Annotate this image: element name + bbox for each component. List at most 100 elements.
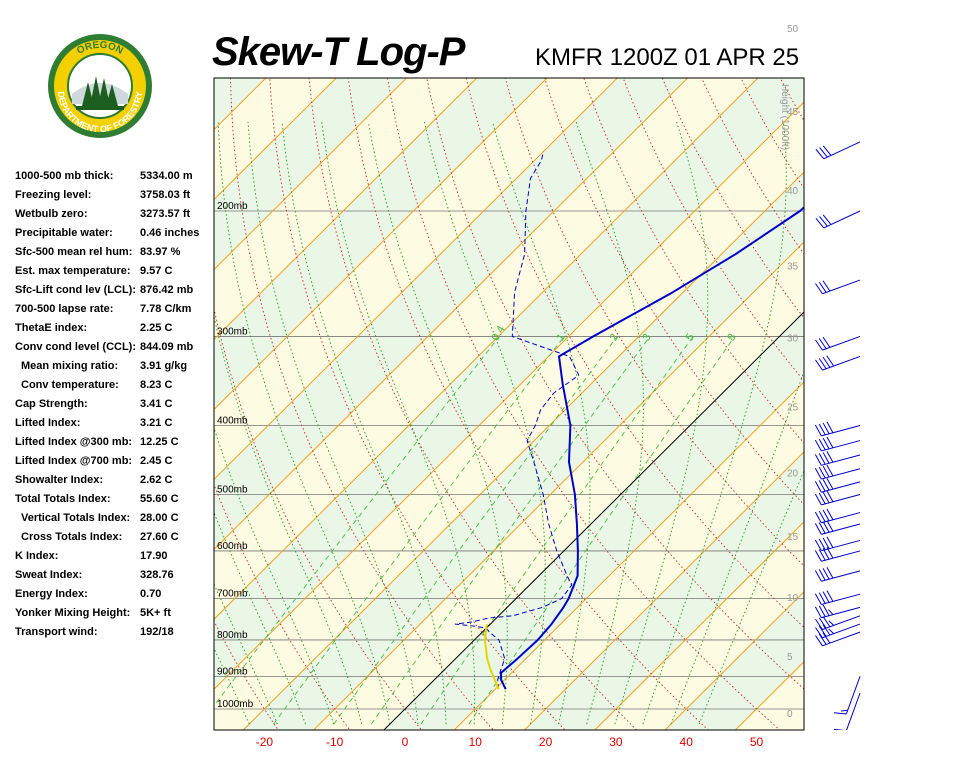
index-row: Wetbulb zero: 3273.57 ft [15, 206, 215, 225]
index-value: 328.76 [140, 569, 174, 581]
isotherm-bands [214, 78, 804, 730]
index-row: Lifted Index @300 mb: 12.25 C [15, 434, 215, 453]
isotherm-line [214, 101, 804, 690]
wind-barb-feather [818, 492, 826, 505]
mixing-ratio-label: 8 [725, 332, 738, 343]
index-value: 2.25 C [140, 322, 173, 334]
index-label: K Index: [15, 550, 59, 562]
index-value: 83.97 % [140, 246, 181, 258]
isotherm-line [242, 171, 804, 730]
moist-adiabat-line [575, 121, 644, 725]
index-value: 876.42 mb [140, 284, 194, 296]
mixing-ratio-lines [214, 336, 736, 725]
wind-barb [814, 508, 861, 524]
wind-barb-feather [822, 280, 831, 292]
wind-barb-feather [814, 570, 822, 582]
moist-adiabat-line [492, 121, 591, 725]
index-label: Vertical Totals Index: [21, 512, 131, 524]
wind-barb [833, 676, 861, 715]
wind-barb-feather [822, 452, 830, 464]
wind-barb-feather [822, 465, 830, 478]
wind-barb-feather [818, 538, 826, 551]
index-value: 5334.00 m [140, 170, 193, 182]
wind-barb-feather [822, 604, 830, 616]
wind-barb-feather [818, 549, 826, 561]
index-value: 3.91 g/kg [140, 360, 188, 372]
pressure-label: 500mb [217, 485, 248, 496]
wind-barb-feather [818, 605, 826, 617]
height-tick-label: 25 [787, 402, 799, 413]
wind-barb-feather [818, 466, 826, 479]
wind-barb-feather [826, 421, 834, 433]
wind-barb [814, 604, 861, 619]
wind-barb-staff [821, 550, 861, 562]
moist-adiabat-lines [214, 121, 804, 725]
index-label: Mean mixing ratio: [21, 360, 119, 372]
index-row: Est. max temperature: 9.57 C [15, 263, 215, 282]
height-tick-label: 15 [787, 532, 799, 543]
index-row: Freezing level: 3758.03 ft [15, 187, 215, 206]
wind-barb-feather [828, 609, 834, 615]
wind-barb-feather [826, 490, 834, 503]
height-tick-label: 35 [787, 261, 799, 272]
wind-barb-feather [815, 339, 823, 351]
wind-barb-staff [822, 615, 861, 630]
mixing-ratio-label: 1 [554, 332, 567, 343]
wind-barb-feather [815, 359, 823, 371]
wind-barb-staff [822, 631, 861, 647]
logo-trees-icon [76, 76, 124, 110]
wind-barb-feather [822, 145, 832, 156]
wind-barb-feather [818, 423, 826, 436]
moist-adiabat-line [281, 121, 447, 725]
dry-adiabat-line [544, 78, 804, 506]
isotherm-line [313, 241, 804, 730]
wind-barb-staff [821, 512, 861, 524]
wind-barb-feather [822, 624, 831, 636]
dry-adiabat-line [65, 0, 212, 739]
index-value: 28.00 C [140, 512, 179, 524]
wind-barb-feather [828, 628, 835, 635]
index-value: 0.70 [140, 588, 162, 600]
index-row: K Index: 17.90 [15, 548, 215, 567]
index-label: Wetbulb zero: [15, 208, 88, 220]
dry-adiabat-lines [65, 0, 804, 739]
parcel-trace [483, 623, 500, 690]
index-value: 0.46 inches [140, 227, 200, 239]
index-label: ThetaE index: [15, 322, 88, 334]
wind-barb [814, 490, 861, 506]
wind-barb-staff [821, 593, 861, 606]
wind-barb-feather [826, 590, 834, 602]
stability-indices-panel: 1000-500 mb thick: 5334.00 m Freezing leve… [15, 168, 215, 643]
wind-barb-feather [822, 422, 830, 435]
index-label: 1000-500 mb thick: [15, 170, 114, 182]
index-label: Lifted Index: [15, 417, 81, 429]
height-tick-label: 45 [787, 107, 799, 118]
wind-barb-staff [821, 454, 861, 466]
index-value: 844.09 mb [140, 341, 194, 353]
wind-barb-feather [822, 521, 830, 533]
index-label: Lifted Index @700 mb: [15, 455, 133, 467]
wind-barb-feather [822, 479, 830, 491]
index-value: 3758.03 ft [140, 189, 191, 201]
isotherm-line [214, 78, 689, 551]
wind-barb [815, 335, 861, 351]
wind-barb-staff [845, 676, 861, 715]
isotherm-line [806, 78, 960, 730]
isotherm-lines [214, 78, 960, 730]
index-value: 9.57 C [140, 265, 173, 277]
index-label: Total Totals Index: [15, 493, 111, 505]
wind-barb-feather [822, 356, 831, 368]
index-row: Energy Index: 0.70 [15, 586, 215, 605]
wind-barb-feather [814, 511, 822, 524]
index-value: 2.62 C [140, 474, 173, 486]
wind-barb [815, 141, 861, 160]
index-row: Sfc-Lift cond lev (LCL): 876.42 mb [15, 282, 215, 301]
height-axis: Height (1000ft) 0 5 10 15 20 25 30 35 40 45 50 [779, 24, 799, 720]
moist-adiabat-line [214, 582, 278, 725]
height-tick-label: 30 [787, 333, 799, 344]
dry-adiabat-line [269, 78, 566, 730]
wind-barb-feather [822, 437, 830, 450]
wind-barb-feather [818, 358, 827, 370]
wind-barb-feather [814, 523, 822, 535]
index-value: 192/18 [140, 626, 174, 638]
